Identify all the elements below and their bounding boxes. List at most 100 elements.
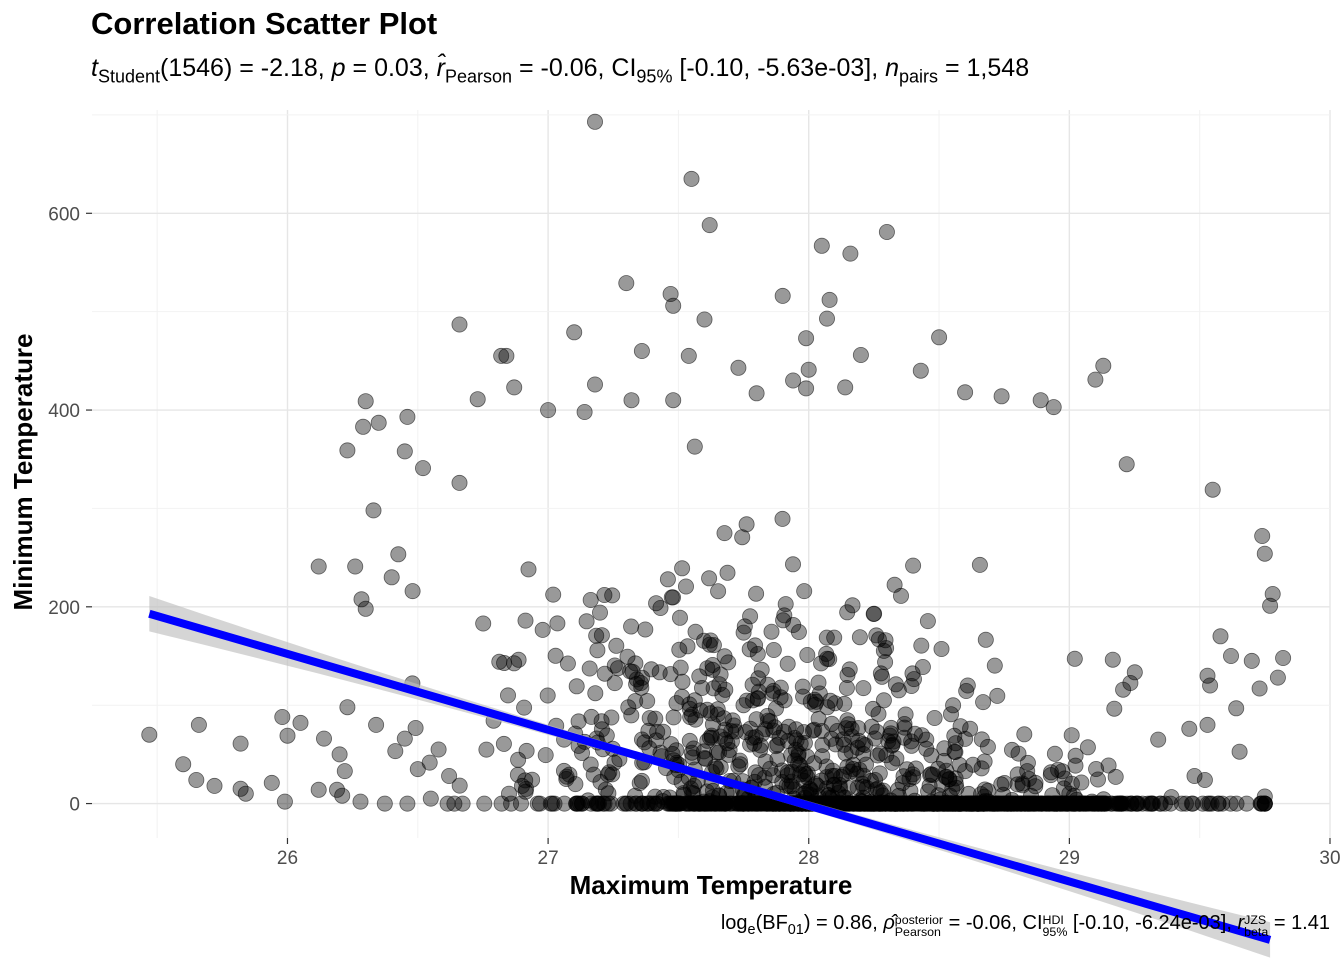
data-point xyxy=(368,716,385,733)
data-point xyxy=(792,757,809,774)
data-point xyxy=(869,747,886,764)
data-point xyxy=(421,754,438,771)
data-point xyxy=(1111,795,1128,812)
data-point xyxy=(567,776,584,793)
data-point xyxy=(376,795,393,812)
data-point xyxy=(652,600,669,617)
data-point xyxy=(651,664,668,681)
data-point xyxy=(843,720,860,737)
data-point xyxy=(1004,741,1021,758)
data-point xyxy=(355,418,372,435)
data-point xyxy=(944,795,961,812)
data-point xyxy=(1045,795,1062,812)
data-point xyxy=(874,787,891,804)
data-point xyxy=(814,737,831,754)
r-beta-value: 1.41 xyxy=(1291,912,1330,934)
data-point xyxy=(556,795,573,812)
data-point xyxy=(188,772,205,789)
data-point xyxy=(884,754,901,771)
data-point xyxy=(774,762,791,779)
data-point xyxy=(687,623,704,640)
data-point xyxy=(785,556,802,573)
data-point xyxy=(387,743,404,760)
data-point xyxy=(568,795,585,812)
data-point xyxy=(977,631,994,648)
data-point xyxy=(399,408,416,425)
data-point xyxy=(568,678,585,695)
data-point xyxy=(783,747,800,764)
data-point xyxy=(608,637,625,654)
data-point xyxy=(734,529,751,546)
data-point xyxy=(1115,681,1132,698)
data-point xyxy=(957,384,974,401)
data-point xyxy=(716,525,733,542)
data-point xyxy=(765,682,782,699)
data-point xyxy=(1118,456,1135,473)
data-point xyxy=(946,743,963,760)
data-point xyxy=(600,795,617,812)
data-point xyxy=(936,752,953,769)
data-point xyxy=(524,771,541,788)
data-point xyxy=(649,723,666,740)
data-point xyxy=(749,690,766,707)
data-point xyxy=(336,763,353,780)
data-point xyxy=(206,777,223,794)
data-point xyxy=(469,391,486,408)
data-point xyxy=(926,710,943,727)
data-point xyxy=(263,774,280,791)
data-point xyxy=(1088,761,1105,778)
data-point xyxy=(774,510,791,527)
data-point xyxy=(813,237,830,254)
data-point xyxy=(1186,768,1203,785)
p-label: p xyxy=(331,54,346,82)
ci-label: CI xyxy=(611,54,637,82)
data-point xyxy=(905,557,922,574)
data-point xyxy=(779,655,796,672)
data-point xyxy=(943,706,960,723)
data-point xyxy=(806,696,823,713)
data-point xyxy=(835,766,852,783)
data-point xyxy=(596,587,613,604)
data-point xyxy=(839,604,856,621)
hdi-ci-value: [-0.10, -6.24e-03] xyxy=(1072,912,1227,934)
data-point xyxy=(190,716,207,733)
data-point xyxy=(310,558,327,575)
data-point xyxy=(396,730,413,747)
data-point xyxy=(872,745,889,762)
data-point xyxy=(849,739,866,756)
data-point xyxy=(1073,774,1090,791)
data-point xyxy=(276,793,293,810)
data-point xyxy=(674,688,691,705)
chart-subtitle: tStudent(1546) = -2.18, p = 0.03, r̂Pear… xyxy=(91,54,1030,87)
bf-subscript: 01 xyxy=(787,922,804,939)
data-point xyxy=(841,661,858,678)
y-axis-title: Minimum Temperature xyxy=(8,334,38,611)
data-point xyxy=(1228,795,1245,812)
data-point xyxy=(623,618,640,635)
data-point xyxy=(1162,795,1179,812)
data-point xyxy=(587,376,604,393)
data-point xyxy=(750,683,767,700)
data-point xyxy=(491,653,508,670)
data-point xyxy=(703,729,720,746)
y-tick-label: 0 xyxy=(69,795,80,816)
data-point xyxy=(796,735,813,752)
data-point xyxy=(738,516,755,533)
data-point xyxy=(714,686,731,703)
data-point xyxy=(1027,778,1044,795)
t-value: -2.18 xyxy=(260,54,318,82)
data-point xyxy=(763,623,780,640)
data-point xyxy=(587,113,604,130)
data-point xyxy=(430,741,447,758)
data-point xyxy=(896,719,913,736)
y-tick-label: 400 xyxy=(48,401,80,422)
data-point xyxy=(665,589,682,606)
data-point xyxy=(396,443,413,460)
data-point xyxy=(975,694,992,711)
data-point xyxy=(699,732,716,749)
data-point xyxy=(679,638,696,655)
data-point xyxy=(634,731,651,748)
data-point xyxy=(357,600,374,617)
rho-superscript: posterior xyxy=(894,913,944,928)
data-point xyxy=(1060,795,1077,812)
